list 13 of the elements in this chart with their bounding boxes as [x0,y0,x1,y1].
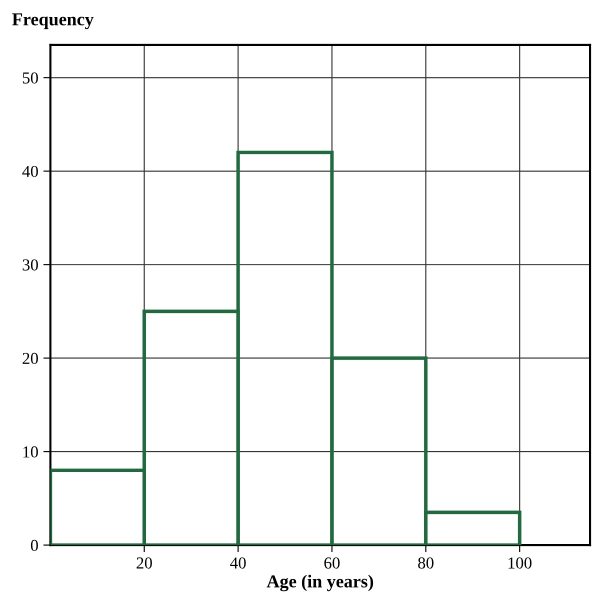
x-tick-label: 40 [230,557,246,569]
y-tick-label: 40 [22,166,38,178]
y-tick-label: 10 [23,446,38,458]
x-tick-label: 20 [136,557,152,569]
x-axis-title: Age (in years) [266,574,374,592]
x-tick-label: 80 [418,557,434,569]
y-tick-label: 50 [22,72,38,84]
y-axis-title: Frequency [12,13,94,30]
y-tick-label: 0 [30,540,38,552]
y-tick-label: 30 [22,259,38,271]
y-tick-label: 20 [22,352,38,364]
x-tick-label: 60 [324,557,340,569]
x-tick-label: 100 [508,557,532,569]
